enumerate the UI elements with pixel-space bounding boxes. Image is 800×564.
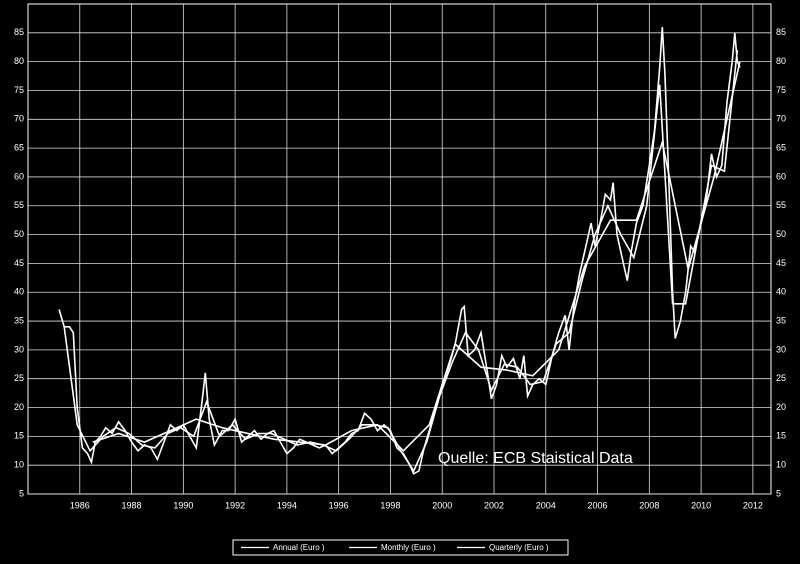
y2-tick-label: 10 xyxy=(776,460,786,470)
y2-tick-label: 5 xyxy=(776,488,781,498)
y2-tick-label: 60 xyxy=(776,171,786,181)
y-tick-label: 70 xyxy=(14,114,24,124)
legend-label: Monthly (Euro ) xyxy=(381,543,436,552)
x-tick-label: 2010 xyxy=(691,500,711,510)
x-tick-label: 2000 xyxy=(432,500,452,510)
x-tick-label: 2008 xyxy=(639,500,659,510)
y2-tick-label: 50 xyxy=(776,229,786,239)
y2-tick-label: 70 xyxy=(776,114,786,124)
series-line xyxy=(63,50,739,473)
y2-tick-label: 45 xyxy=(776,258,786,268)
x-tick-label: 1992 xyxy=(225,500,245,510)
y2-tick-label: 20 xyxy=(776,402,786,412)
series-line xyxy=(92,61,741,452)
x-tick-label: 2004 xyxy=(536,500,556,510)
y-tick-label: 40 xyxy=(14,287,24,297)
y-tick-label: 30 xyxy=(14,344,24,354)
x-tick-label: 1990 xyxy=(173,500,193,510)
x-tick-label: 1988 xyxy=(122,500,142,510)
x-tick-label: 1996 xyxy=(329,500,349,510)
y-tick-label: 5 xyxy=(19,488,24,498)
y-tick-label: 25 xyxy=(14,373,24,383)
y2-tick-label: 65 xyxy=(776,142,786,152)
y-tick-label: 55 xyxy=(14,200,24,210)
y2-tick-label: 15 xyxy=(776,431,786,441)
y2-tick-label: 30 xyxy=(776,344,786,354)
y-tick-label: 20 xyxy=(14,402,24,412)
x-tick-label: 1986 xyxy=(70,500,90,510)
y2-tick-label: 80 xyxy=(776,56,786,66)
y-tick-label: 15 xyxy=(14,431,24,441)
y2-tick-label: 25 xyxy=(776,373,786,383)
y2-tick-label: 40 xyxy=(776,287,786,297)
legend-label: Annual (Euro ) xyxy=(273,543,325,552)
y-tick-label: 60 xyxy=(14,171,24,181)
y-tick-label: 50 xyxy=(14,229,24,239)
x-tick-label: 1998 xyxy=(380,500,400,510)
y-tick-label: 80 xyxy=(14,56,24,66)
legend-box xyxy=(232,539,569,556)
x-tick-label: 2002 xyxy=(484,500,504,510)
y2-tick-label: 75 xyxy=(776,85,786,95)
x-tick-label: 2012 xyxy=(743,500,763,510)
x-tick-label: 2006 xyxy=(588,500,608,510)
y2-tick-label: 35 xyxy=(776,315,786,325)
y-tick-label: 35 xyxy=(14,315,24,325)
y-tick-label: 65 xyxy=(14,142,24,152)
x-tick-label: 1994 xyxy=(277,500,297,510)
y2-tick-label: 55 xyxy=(776,200,786,210)
y-tick-label: 10 xyxy=(14,460,24,470)
y-tick-label: 45 xyxy=(14,258,24,268)
y2-tick-label: 85 xyxy=(776,27,786,37)
legend-label: Quarterly (Euro ) xyxy=(489,543,549,552)
y-tick-label: 75 xyxy=(14,85,24,95)
y-tick-label: 85 xyxy=(14,27,24,37)
annotation: Quelle: ECB Staistical Data xyxy=(438,450,633,467)
